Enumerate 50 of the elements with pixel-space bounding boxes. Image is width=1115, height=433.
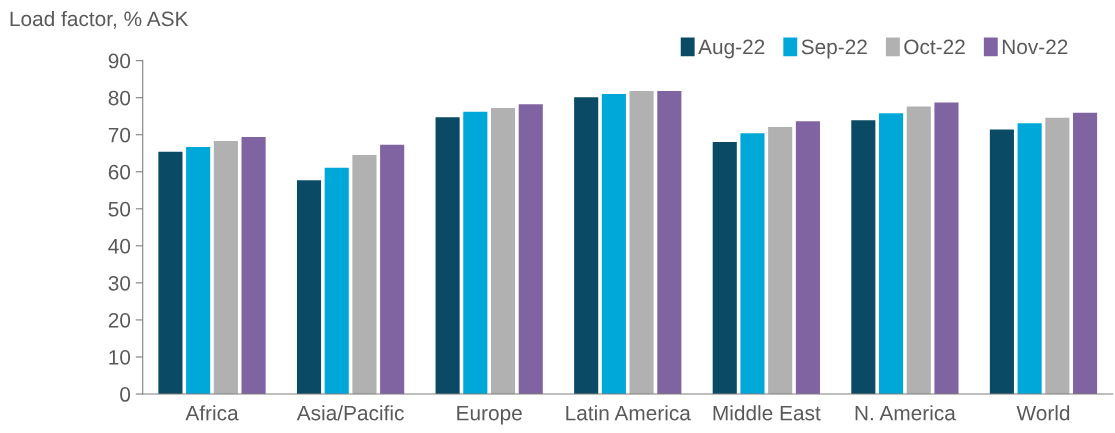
bar	[795, 121, 820, 395]
bar	[851, 120, 876, 395]
y-tick-label: 20	[108, 312, 131, 328]
y-tick-label: 70	[108, 127, 131, 143]
legend-label: Oct-22	[904, 39, 965, 55]
bar	[1045, 117, 1070, 395]
legend-label: Sep-22	[801, 39, 867, 59]
bar	[213, 141, 238, 395]
x-tick-label: Africa	[185, 405, 239, 421]
bar	[490, 108, 516, 395]
bar	[989, 129, 1014, 395]
y-tick-label: 0	[120, 387, 131, 402]
y-tick-label: 40	[108, 238, 131, 254]
x-tick-label: Asia/Pacific	[296, 405, 404, 421]
bar	[1017, 123, 1042, 395]
bar	[574, 97, 599, 395]
y-tick-label: 10	[109, 349, 131, 365]
y-tick-label: 80	[108, 90, 131, 106]
bar	[878, 113, 904, 395]
x-tick-label: Middle East	[713, 405, 821, 421]
x-tick-label: Latin America	[566, 405, 691, 421]
bar	[657, 91, 682, 395]
bar	[712, 142, 737, 395]
bar	[352, 155, 377, 395]
bar	[629, 91, 654, 395]
bar	[296, 180, 322, 395]
bar	[518, 104, 543, 395]
y-tick-label: 60	[108, 164, 131, 180]
bar	[1073, 112, 1098, 395]
bar	[463, 111, 488, 395]
y-axis-title: Load factor, % ASK	[10, 10, 189, 29]
y-tick-label: 30	[108, 275, 131, 291]
bar	[934, 102, 959, 395]
bar	[241, 136, 266, 395]
bar	[601, 93, 626, 395]
legend-label: Aug-22	[698, 39, 765, 59]
bar	[906, 106, 931, 395]
bar	[768, 126, 793, 395]
legend-label: Nov-22	[1002, 39, 1068, 55]
x-tick-label: N. America	[855, 405, 956, 421]
bar	[324, 167, 349, 395]
x-tick-label: World	[1016, 405, 1070, 421]
y-tick-label: 90	[108, 53, 131, 69]
bar	[158, 151, 183, 395]
x-tick-label: Europe	[457, 405, 522, 425]
bar	[740, 133, 765, 395]
y-tick-label: 50	[108, 201, 131, 217]
bar	[380, 144, 405, 395]
bar	[435, 117, 460, 395]
bar	[186, 146, 211, 395]
